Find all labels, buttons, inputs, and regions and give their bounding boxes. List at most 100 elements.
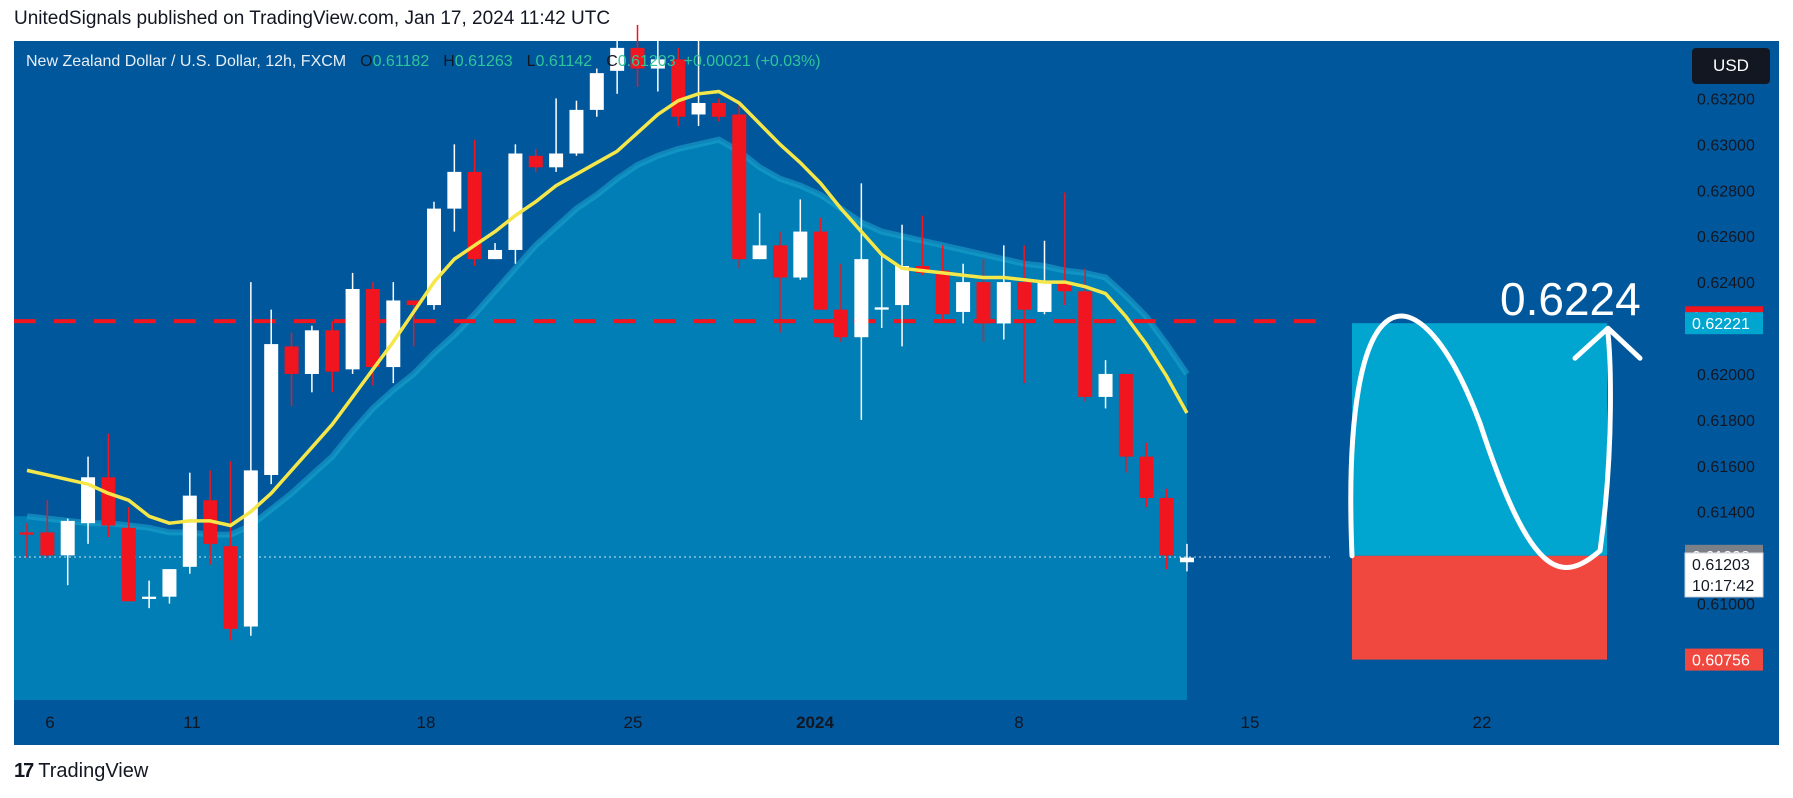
y-tick-label: 0.63000 (1697, 137, 1755, 154)
price-tag-label: 0.62221 (1692, 316, 1750, 333)
price-tag-label: 0.61203 (1692, 557, 1750, 574)
candle-body (813, 231, 828, 310)
legend-open-label: O (360, 53, 373, 70)
x-tick-label: 22 (1473, 713, 1492, 732)
candle (874, 254, 889, 329)
candle-body (630, 47, 645, 69)
candle (691, 41, 706, 126)
candle (549, 98, 564, 172)
y-tick-label: 0.61600 (1697, 459, 1755, 476)
y-tick-label: 0.62800 (1697, 183, 1755, 200)
y-tick-label: 0.63200 (1697, 91, 1755, 108)
price-tag-bg (1685, 312, 1763, 335)
candle (223, 461, 238, 641)
candle-body (60, 520, 75, 556)
candle (284, 332, 299, 407)
candle-body (996, 282, 1011, 324)
candle-body (1118, 373, 1133, 457)
legend-open: 0.61182 (372, 53, 430, 70)
candle (1179, 543, 1194, 572)
price-tag: 0.62221 (1685, 312, 1763, 335)
candle-body (488, 249, 503, 260)
projection-curve (1348, 313, 1613, 570)
candle-body (711, 102, 726, 117)
axes: 6 11 18 25 2024 8 15 22 0.63200 0.63000 0.62800 0.6… (14, 41, 1779, 745)
candle (610, 36, 625, 94)
x-tick-label: 25 (624, 713, 643, 732)
candle (162, 569, 177, 604)
y-tick-label: 0.61000 (1697, 597, 1755, 614)
candle (386, 282, 401, 384)
candle (732, 102, 747, 269)
candle-body (589, 73, 604, 110)
candle-body (935, 270, 950, 315)
tradingview-logo-icon: 17 (14, 760, 34, 782)
candle (121, 507, 136, 602)
target-label: 0.6224 (1500, 273, 1641, 325)
legend-high-label: H (443, 53, 455, 70)
price-tag: 0.60756 (1685, 648, 1763, 671)
price-tag-bg (1684, 552, 1764, 598)
candle-body (121, 527, 136, 602)
candle-body (834, 309, 848, 338)
candle-body (1098, 373, 1113, 397)
candle-body (304, 330, 319, 374)
candles (20, 24, 1194, 641)
candle (650, 34, 665, 92)
candle-body (101, 477, 116, 526)
footer-brand-name: TradingView (38, 760, 149, 782)
candle-body (142, 596, 157, 599)
y-tick-label: 0.62400 (1697, 275, 1755, 292)
candle-body (40, 532, 55, 556)
candle (142, 580, 157, 609)
candle (935, 245, 950, 322)
candle (976, 259, 991, 342)
currency-button[interactable]: USD (1692, 48, 1770, 84)
x-tick-label: 15 (1241, 713, 1260, 732)
y-tick-label: 0.61800 (1697, 413, 1755, 430)
candle-body (1057, 282, 1072, 292)
y-tick-label: 0.62000 (1697, 367, 1755, 384)
legend-low-label: L (526, 53, 536, 70)
ema-slow-line (26, 136, 1190, 538)
price-tag-label: 0.60756 (1692, 653, 1750, 670)
candle (488, 243, 503, 260)
candle-body (345, 288, 360, 370)
candle (406, 300, 421, 347)
candle-body (1139, 456, 1154, 498)
candle-body (976, 282, 991, 324)
candle (589, 68, 604, 117)
candle-body (793, 231, 808, 278)
countdown-label: 10:17:42 (1692, 578, 1754, 595)
candle (508, 144, 523, 264)
candle-body (610, 47, 625, 71)
candle-body (447, 171, 462, 209)
candle-body (650, 59, 665, 69)
ema-lines (26, 89, 1189, 528)
candle-body (752, 245, 767, 260)
legend-symbol: New Zealand Dollar / U.S. Dollar, 12h, F… (26, 53, 347, 70)
x-tick-label: 11 (183, 713, 201, 732)
candle-body (162, 569, 177, 597)
y-tick-label: 0.62600 (1697, 229, 1755, 246)
candle (20, 523, 34, 558)
candle-body (284, 346, 299, 374)
candle-body (223, 546, 238, 629)
candle-body (956, 282, 971, 312)
x-tick-label: 8 (1014, 713, 1023, 732)
candle-body (508, 153, 523, 250)
candle-body (549, 153, 564, 168)
candle-body (691, 102, 706, 115)
legend-high: 0.61263 (454, 53, 513, 70)
candle-body (772, 245, 787, 278)
candle (1139, 442, 1154, 508)
candle (325, 321, 340, 393)
chart-legend: New Zealand Dollar / U.S. Dollar, 12h, F… (26, 53, 821, 71)
candle-body (1179, 557, 1194, 563)
candle-body (569, 109, 584, 154)
ema-area (14, 136, 1190, 700)
price-tag-bg (1685, 648, 1763, 671)
candle-body (1159, 497, 1174, 556)
candle-body (264, 344, 279, 475)
